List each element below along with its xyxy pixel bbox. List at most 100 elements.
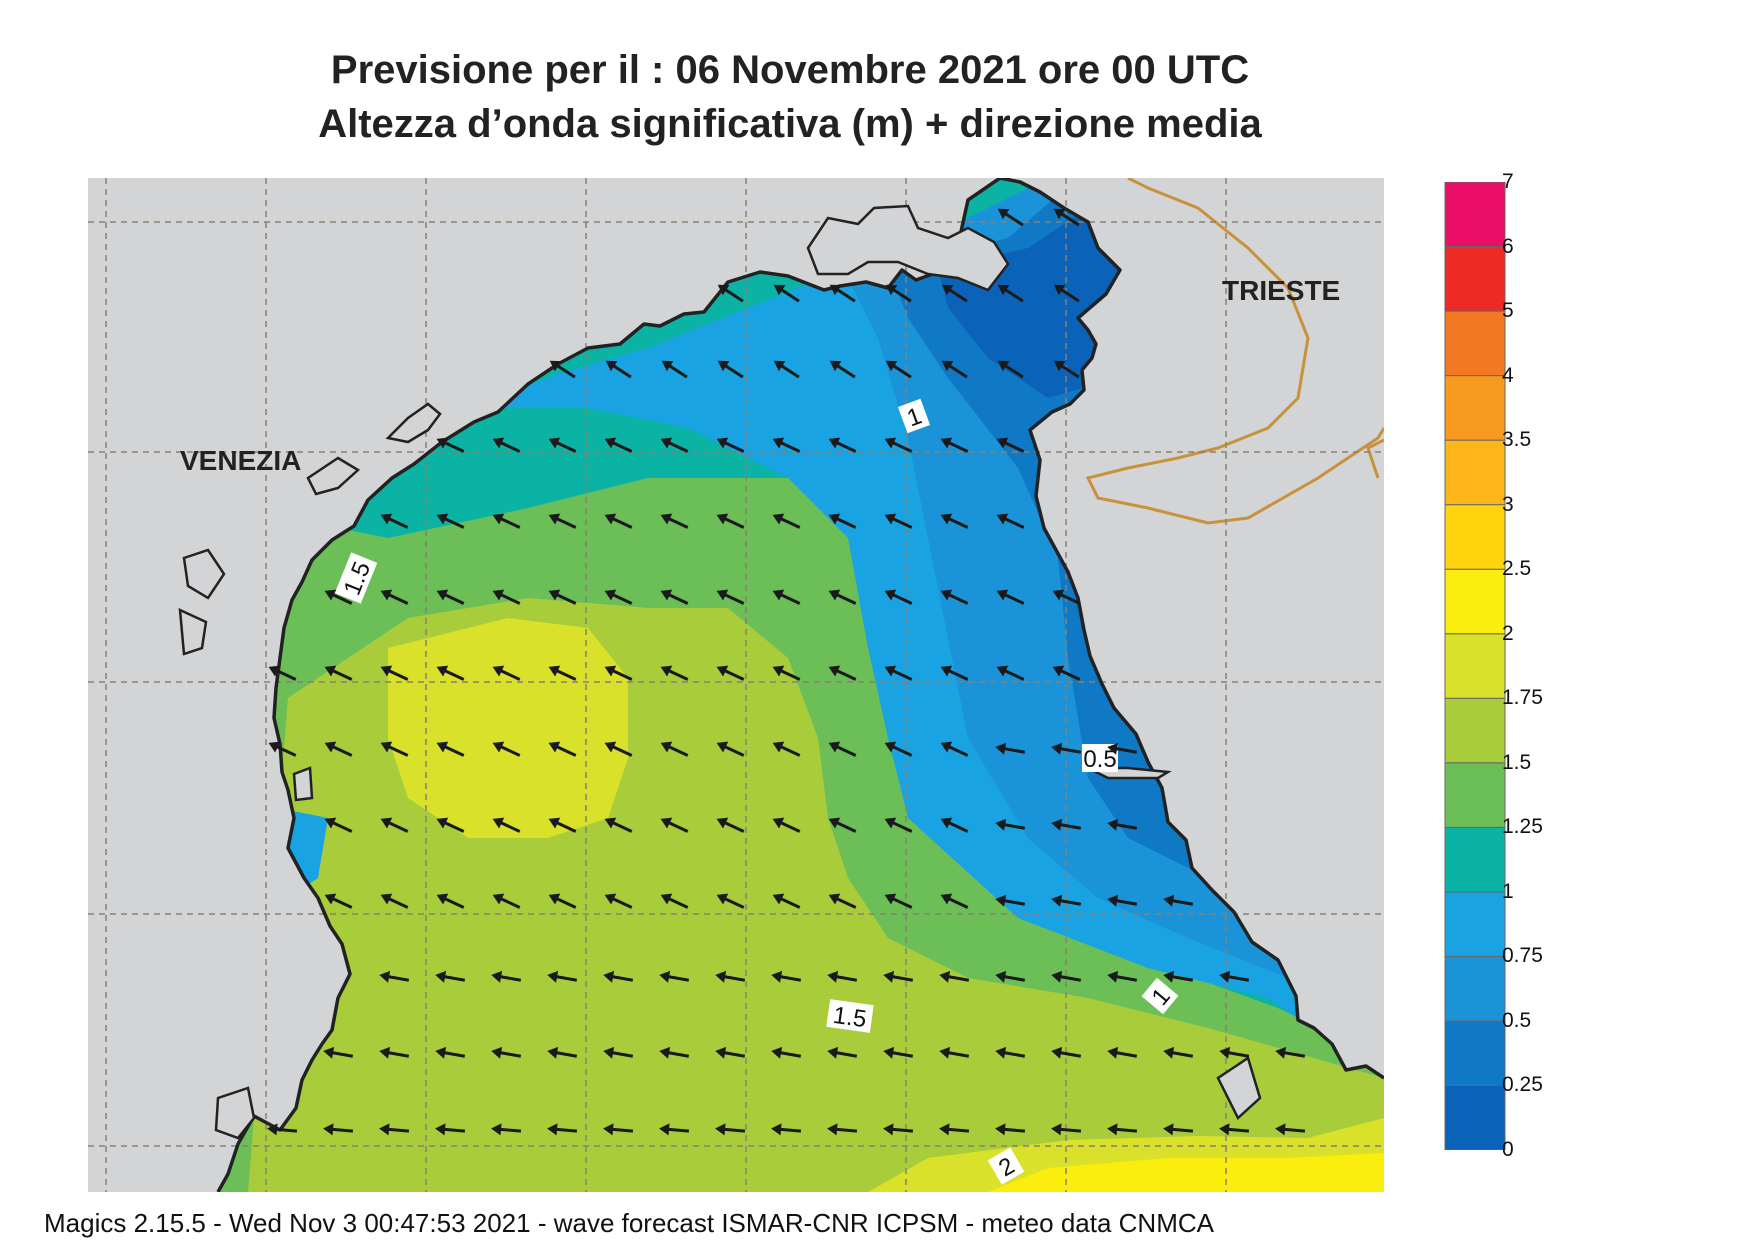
wave-arrow-head xyxy=(883,970,895,983)
wave-arrow-head xyxy=(716,893,729,905)
wave-arrow-head xyxy=(435,1123,446,1136)
wave-arrow-head xyxy=(491,1123,502,1136)
wave-arrow-head xyxy=(380,741,393,753)
wave-arrow-head xyxy=(1107,818,1119,831)
wave-arrow-head xyxy=(660,817,673,829)
wave-arrow-head xyxy=(324,817,337,829)
wave-arrow-head xyxy=(379,1046,391,1059)
wave-arrow-head xyxy=(1051,818,1063,831)
wave-arrow-head xyxy=(324,665,337,677)
svg-text:1.5: 1.5 xyxy=(831,1002,868,1033)
wave-arrow-head xyxy=(716,665,729,677)
legend-swatch xyxy=(1444,504,1506,570)
wave-arrow-head xyxy=(435,1046,447,1059)
wave-arrow-head xyxy=(883,1046,895,1059)
legend-swatch xyxy=(1444,891,1506,957)
wave-arrow-head xyxy=(1219,970,1231,983)
city-label-venezia: VENEZIA xyxy=(180,445,301,476)
legend-swatch xyxy=(1444,568,1506,635)
legend-swatch xyxy=(1444,182,1506,248)
legend-swatch xyxy=(1444,955,1506,1022)
wave-arrow-head xyxy=(995,742,1007,755)
wave-arrow-head xyxy=(884,817,897,829)
wave-arrow-head xyxy=(547,1123,558,1136)
wave-arrow-head xyxy=(436,817,449,829)
legend-swatch xyxy=(1444,439,1506,506)
wave-arrow-head xyxy=(492,513,505,525)
contour-label-1-north: 1 xyxy=(897,398,931,434)
legend-tick-label: 0.75 xyxy=(1502,944,1543,968)
wave-arrow-head xyxy=(660,513,673,525)
wave-arrow-head xyxy=(1163,1123,1174,1136)
legend-tick-label: 1.75 xyxy=(1502,686,1543,710)
wave-arrow-head xyxy=(379,1123,390,1136)
wave-arrow-head xyxy=(995,1123,1006,1136)
legend-tick-label: 1.25 xyxy=(1502,815,1543,839)
wave-arrow-head xyxy=(1107,1046,1119,1059)
wave-arrow-head xyxy=(659,1046,671,1059)
wave-arrow-head xyxy=(771,970,783,983)
legend-tick-label: 5 xyxy=(1502,299,1514,323)
wave-arrow-head xyxy=(996,513,1009,525)
wave-arrow-head xyxy=(771,1046,783,1059)
legend-tick-label: 4 xyxy=(1502,363,1514,387)
legend-tick-label: 1.5 xyxy=(1502,750,1532,774)
wave-arrow-head xyxy=(436,893,449,905)
wave-arrow-head xyxy=(491,970,503,983)
wave-arrow-head xyxy=(828,893,841,905)
wave-arrow-head xyxy=(772,513,785,525)
wave-arrow-head xyxy=(716,741,729,753)
wave-arrow-head xyxy=(268,665,281,677)
legend-swatch xyxy=(1444,633,1506,699)
wave-arrow-head xyxy=(492,665,505,677)
wave-arrow-head xyxy=(491,1046,503,1059)
wave-arrow-head xyxy=(772,817,785,829)
wave-arrow-head xyxy=(940,893,953,905)
wave-arrow-head xyxy=(603,970,615,983)
wave-arrow-head xyxy=(267,1123,278,1136)
wave-arrow-head xyxy=(604,437,617,449)
wave-arrow-head xyxy=(380,893,393,905)
legend-tick-label: 1 xyxy=(1502,879,1514,903)
wave-arrow-head xyxy=(996,437,1009,449)
wave-arrow-head xyxy=(548,893,561,905)
wave-arrow-head xyxy=(435,970,447,983)
wave-arrow-head xyxy=(380,665,393,677)
national-border xyxy=(1085,176,1386,525)
legend-swatch xyxy=(1444,1020,1506,1086)
map-svg: 1.5 1 0.5 1 1.5 2 VENEZIA TRIESTE xyxy=(88,176,1386,1193)
wave-arrow-head xyxy=(1107,970,1119,983)
wave-arrow-head xyxy=(604,893,617,905)
wave-arrow-head xyxy=(772,893,785,905)
wave-arrow-head xyxy=(827,970,839,983)
wave-arrow-head xyxy=(828,741,841,753)
wave-arrow-head xyxy=(996,665,1009,677)
wave-arrow-head xyxy=(380,817,393,829)
wave-arrow-head xyxy=(436,437,449,449)
forecast-subtitle: Altezza d’onda significativa (m) + direz… xyxy=(318,102,1262,146)
wave-height-map: 1.5 1 0.5 1 1.5 2 VENEZIA TRIESTE xyxy=(88,176,1386,1193)
wave-arrow-head xyxy=(828,513,841,525)
svg-text:0.5: 0.5 xyxy=(1083,746,1116,773)
wave-arrow-head xyxy=(940,437,953,449)
wave-arrow-head xyxy=(997,360,1010,372)
wave-arrow-head xyxy=(492,437,505,449)
wave-arrow-head xyxy=(659,1123,670,1136)
wave-arrow-head xyxy=(773,284,786,296)
wave-arrow-head xyxy=(268,741,281,753)
wave-arrow-head xyxy=(1219,1046,1231,1059)
wave-arrow-head xyxy=(716,589,729,601)
wave-arrow-head xyxy=(829,284,842,296)
legend-swatch xyxy=(1444,246,1506,312)
wave-arrow-head xyxy=(940,741,953,753)
wave-arrow-head xyxy=(660,893,673,905)
wave-arrow-head xyxy=(324,589,337,601)
legend-swatch xyxy=(1444,1084,1506,1150)
wave-arrow-head xyxy=(548,513,561,525)
wave-arrow-head xyxy=(995,894,1007,907)
wave-arrow-head xyxy=(940,817,953,829)
legend-tick-label: 7 xyxy=(1502,170,1514,193)
wave-arrow-head xyxy=(1051,1046,1063,1059)
legend-tick-label: 6 xyxy=(1502,234,1514,258)
wave-arrow-head xyxy=(1051,970,1063,983)
